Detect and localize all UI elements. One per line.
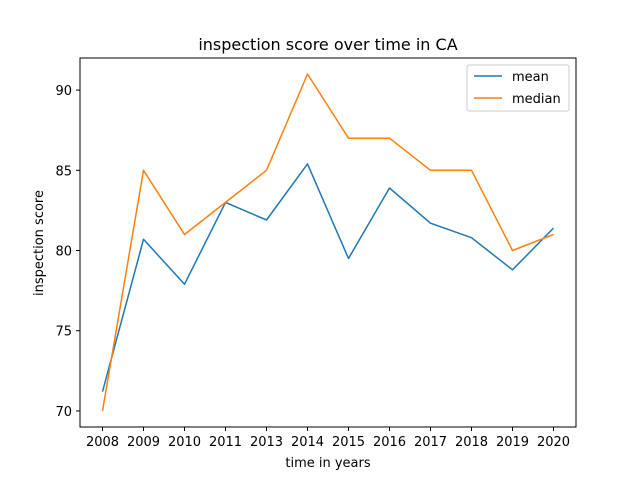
y-tick-label: 85	[55, 164, 72, 179]
x-tick-label: 2009	[127, 435, 160, 450]
x-tick-label: 2014	[291, 435, 324, 450]
y-tick-label: 80	[55, 245, 72, 260]
y-tick-label: 70	[55, 405, 72, 420]
y-axis-label: inspection score	[32, 190, 47, 296]
series-line-mean	[101, 163, 555, 392]
y-axis: 70 75 80 85 90	[55, 84, 80, 420]
x-tick-label: 2017	[414, 435, 447, 450]
x-axis: 2008 2009 2010 2011 2013 2014 2015 2016 2017 2018…	[86, 427, 570, 450]
x-tick-label: 2010	[168, 435, 201, 450]
x-axis-label: time in years	[285, 456, 370, 471]
series-line-median	[101, 73, 554, 412]
x-tick-label: 2013	[250, 435, 283, 450]
x-tick-label: 2020	[537, 435, 570, 450]
x-tick-label: 2018	[455, 435, 488, 450]
y-tick-label: 75	[55, 325, 72, 340]
legend-label-median: median	[512, 92, 561, 107]
plot-lines	[101, 73, 555, 412]
chart-title: inspection score over time in CA	[198, 35, 457, 54]
legend-label-mean: mean	[512, 70, 549, 85]
plot-frame	[79, 57, 577, 428]
x-tick-label: 2008	[86, 435, 119, 450]
x-tick-label: 2011	[209, 435, 242, 450]
x-tick-label: 2016	[373, 435, 406, 450]
y-tick-label: 90	[55, 84, 72, 99]
x-tick-label: 2019	[496, 435, 529, 450]
x-tick-label: 2015	[332, 435, 365, 450]
legend: mean median	[466, 64, 570, 112]
